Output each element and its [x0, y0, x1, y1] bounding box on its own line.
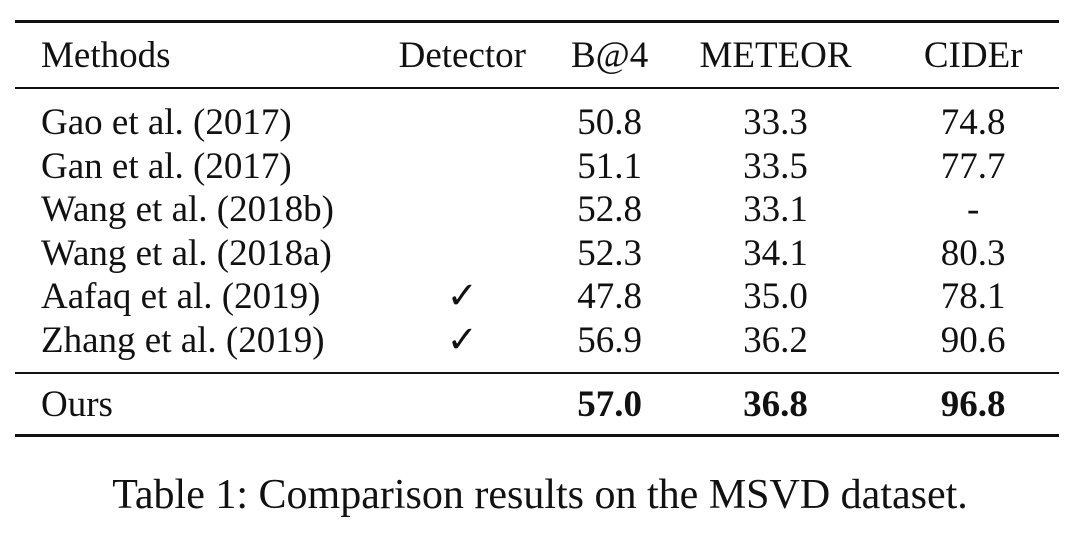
table-caption: Table 1: Comparison results on the MSVD … — [112, 472, 968, 518]
table-row: Wang et al. (2018b) 52.8 33.1 - — [15, 188, 1059, 232]
cell-detector — [369, 232, 555, 276]
cell-method: Gao et al. (2017) — [41, 102, 292, 144]
ours-method: Ours — [41, 383, 113, 425]
table-header: Methods Detector B@4 METEOR CIDEr — [15, 21, 1059, 88]
cell-meteor: 33.3 — [743, 102, 808, 144]
checkmark-icon: ✓ — [446, 319, 478, 361]
ours-cider: 96.8 — [940, 383, 1006, 425]
header-b4: B@4 — [570, 34, 649, 76]
cell-detector — [369, 145, 555, 189]
header-detector: Detector — [398, 34, 526, 76]
cell-b4: 47.8 — [577, 276, 642, 318]
cell-detector — [369, 188, 555, 232]
cell-meteor: 36.2 — [743, 319, 808, 361]
cell-cider: - — [967, 189, 980, 231]
header-cider: CIDEr — [923, 34, 1023, 76]
results-table-container: Methods Detector B@4 METEOR CIDEr Gao et… — [15, 20, 1059, 437]
cell-cider: 77.7 — [940, 145, 1006, 187]
cell-method: Aafaq et al. (2019) — [41, 276, 321, 318]
cell-b4: 51.1 — [577, 145, 642, 187]
cell-cider: 78.1 — [940, 276, 1006, 318]
table-row: Gao et al. (2017) 50.8 33.3 74.8 — [15, 88, 1059, 145]
cell-meteor: 33.5 — [743, 145, 808, 187]
table-body: Gao et al. (2017) 50.8 33.3 74.8 Gan et … — [15, 88, 1059, 373]
results-table: Methods Detector B@4 METEOR CIDEr Gao et… — [15, 20, 1059, 437]
cell-meteor: 33.1 — [743, 189, 808, 231]
cell-method: Gan et al. (2017) — [41, 145, 292, 187]
cell-b4: 50.8 — [577, 102, 642, 144]
cell-meteor: 34.1 — [743, 232, 808, 274]
ours-row: Ours 57.0 36.8 96.8 — [15, 373, 1059, 436]
cell-cider: 74.8 — [940, 102, 1006, 144]
ours-detector — [369, 373, 555, 436]
checkmark-icon: ✓ — [446, 276, 478, 318]
table-row: Gan et al. (2017) 51.1 33.5 77.7 — [15, 145, 1059, 189]
cell-cider: 80.3 — [940, 232, 1006, 274]
ours-meteor: 36.8 — [743, 383, 808, 425]
cell-b4: 52.8 — [577, 189, 642, 231]
table-row: Wang et al. (2018a) 52.3 34.1 80.3 — [15, 232, 1059, 276]
ours-b4: 57.0 — [577, 383, 642, 425]
cell-meteor: 35.0 — [743, 276, 808, 318]
table-row: Zhang et al. (2019) ✓ 56.9 36.2 90.6 — [15, 319, 1059, 374]
header-methods: Methods — [41, 34, 171, 76]
header-meteor: METEOR — [699, 34, 852, 76]
ours-section: Ours 57.0 36.8 96.8 — [15, 373, 1059, 436]
cell-detector — [369, 88, 555, 145]
cell-method: Wang et al. (2018b) — [41, 189, 334, 231]
cell-b4: 56.9 — [577, 319, 642, 361]
table-row: Aafaq et al. (2019) ✓ 47.8 35.0 78.1 — [15, 275, 1059, 319]
cell-method: Wang et al. (2018a) — [41, 232, 332, 274]
cell-method: Zhang et al. (2019) — [41, 319, 325, 361]
cell-cider: 90.6 — [940, 319, 1006, 361]
cell-b4: 52.3 — [577, 232, 642, 274]
header-row: Methods Detector B@4 METEOR CIDEr — [15, 21, 1059, 88]
